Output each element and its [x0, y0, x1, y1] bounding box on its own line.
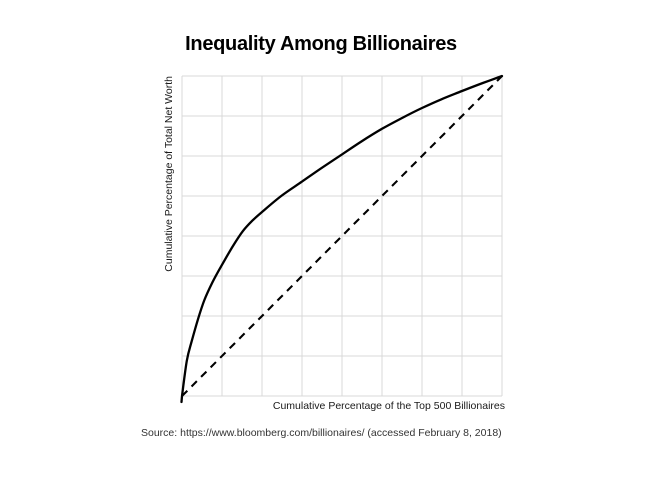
x-axis-label: Cumulative Percentage of the Top 500 Bil…: [272, 400, 505, 412]
source-note: Source: https://www.bloomberg.com/billio…: [141, 427, 502, 439]
y-axis-label: Cumulative Percentage of Total Net Worth: [163, 76, 175, 272]
concentration-curve: [180, 74, 504, 404]
chart-title: Inequality Among Billionaires: [185, 33, 457, 55]
